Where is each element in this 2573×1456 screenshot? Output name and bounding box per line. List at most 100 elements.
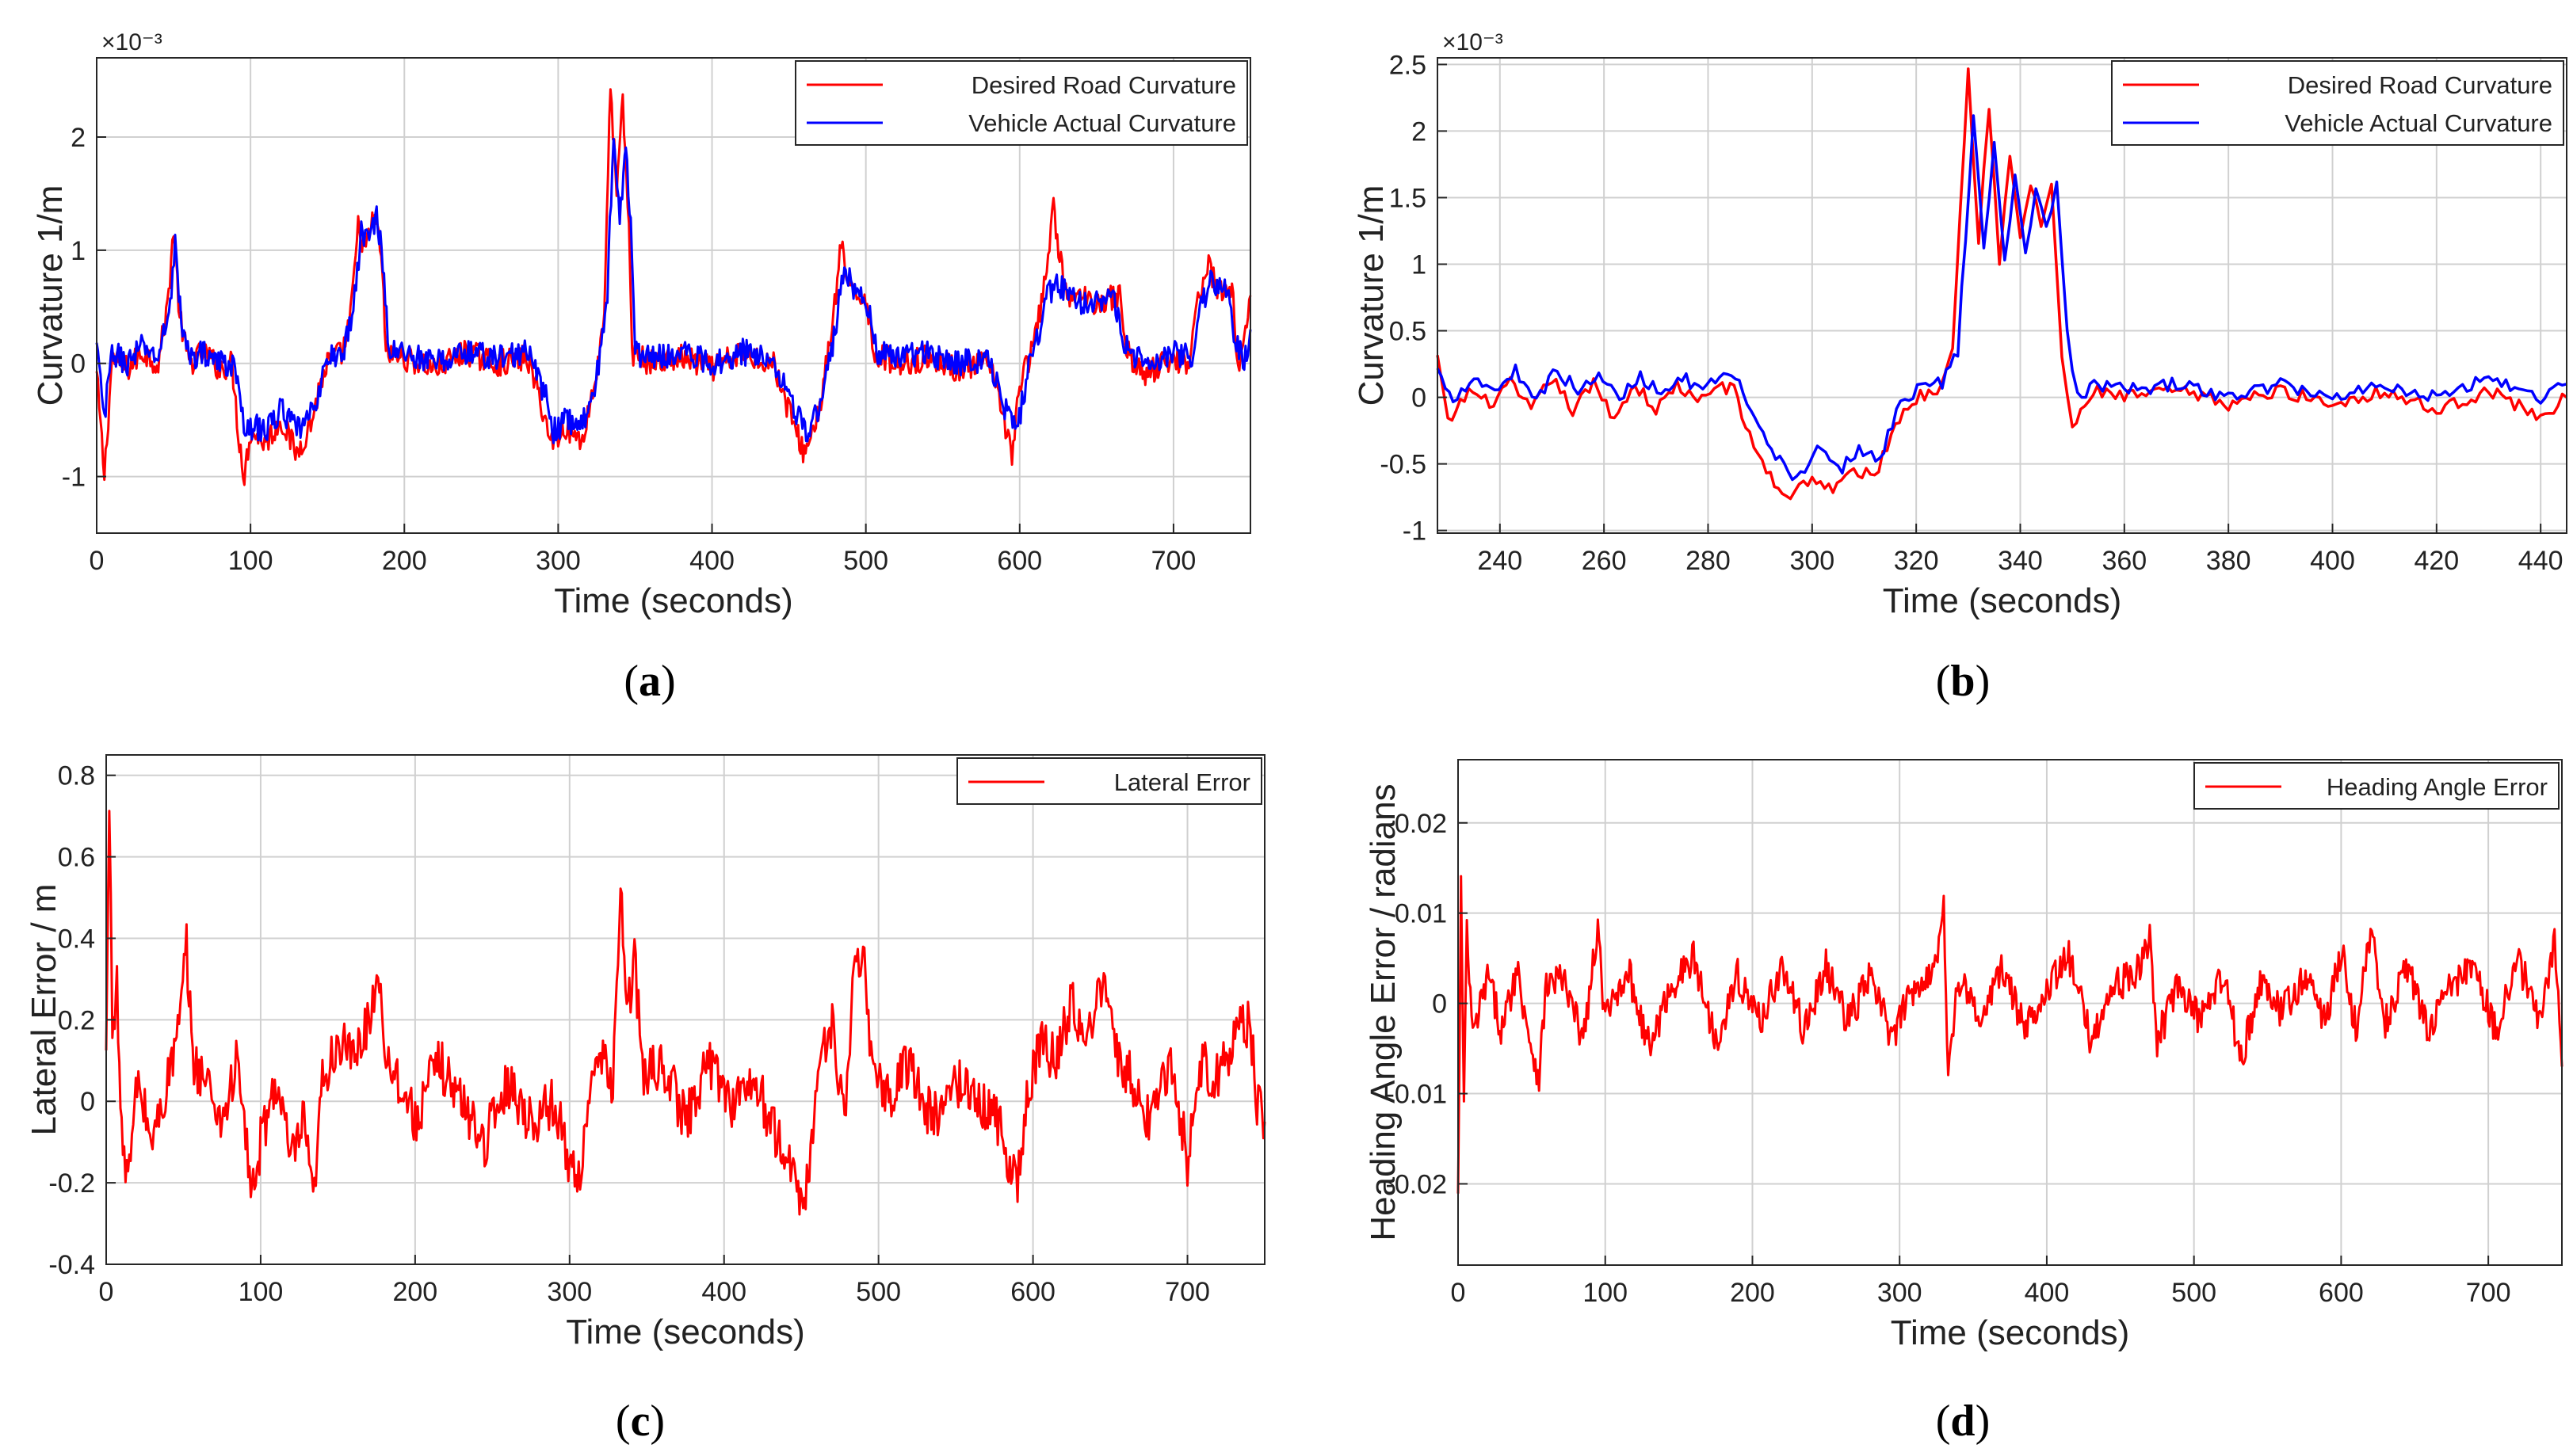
x-axis-label: Time (seconds) — [1891, 1313, 2130, 1352]
x-tick-label: 200 — [392, 1277, 437, 1307]
x-tick-label: 700 — [1151, 546, 1197, 576]
panel-caption: (a) — [624, 657, 675, 706]
x-tick-label: 300 — [536, 546, 581, 576]
x-tick-label: 400 — [689, 546, 735, 576]
x-tick-label: 400 — [2025, 1278, 2070, 1308]
axes-box — [1457, 759, 2563, 1266]
legend-entry: Lateral Error — [1114, 768, 1250, 796]
x-tick-label: 400 — [2310, 546, 2355, 576]
y-tick-label: -0.02 — [1386, 1169, 1448, 1199]
legend-entry: Vehicle Actual Curvature — [2285, 109, 2552, 137]
legend: Lateral Error — [956, 757, 1262, 805]
y-axis-label: Lateral Error / m — [25, 884, 63, 1136]
y-tick-label: 2.5 — [1389, 50, 1426, 80]
x-tick-label: 340 — [1998, 546, 2043, 576]
series-line-primary — [1436, 67, 2568, 501]
x-tick-label: 360 — [2102, 546, 2147, 576]
x-tick-label: 100 — [239, 1277, 284, 1307]
x-tick-label: 260 — [1582, 546, 1627, 576]
plot-area — [106, 755, 1265, 1264]
x-tick-label: 100 — [228, 546, 273, 576]
y-tick-label: 2 — [71, 123, 86, 153]
series-line-primary — [1456, 875, 2563, 1194]
legend-box — [795, 60, 1248, 146]
y-tick-label: 0.8 — [58, 761, 95, 791]
x-tick-label: 380 — [2206, 546, 2251, 576]
plot-area — [1458, 760, 2562, 1265]
legend: Desired Road Curvature Vehicle Actual Cur… — [795, 60, 1248, 146]
x-tick-label: 600 — [2319, 1278, 2364, 1308]
y-exponent-label: ×10⁻³ — [1442, 29, 1503, 55]
y-tick-label: 0.6 — [58, 843, 95, 873]
x-tick-label: 280 — [1685, 546, 1731, 576]
x-tick-label: 500 — [856, 1277, 901, 1307]
x-tick-label: 500 — [843, 546, 888, 576]
y-tick-label: 1 — [71, 236, 86, 266]
x-tick-label: 300 — [1877, 1278, 1922, 1308]
legend-entry: Desired Road Curvature — [972, 71, 1236, 99]
y-tick-label: -1 — [1403, 516, 1426, 547]
x-tick-label: 320 — [1894, 546, 1939, 576]
y-tick-label: 0.02 — [1395, 809, 1447, 839]
y-tick-label: -1 — [62, 463, 86, 493]
panel-caption: (d) — [1936, 1397, 1990, 1446]
y-tick-label: 0.01 — [1395, 899, 1447, 929]
chart-c: 0 100 200 300 400 500 600 700 -0.4 -0.2 0 0.2 0.4 0.6… — [25, 754, 1266, 1446]
y-axis-label: Heading Angle Error / radians — [1364, 783, 1403, 1241]
x-tick-label: 500 — [2171, 1278, 2216, 1308]
x-tick-label: 420 — [2414, 546, 2459, 576]
x-tick-label: 200 — [382, 546, 427, 576]
y-tick-label: 0.4 — [58, 924, 95, 954]
axes-box — [96, 57, 1251, 534]
y-tick-label: 1.5 — [1389, 183, 1426, 213]
x-tick-label: 200 — [1730, 1278, 1775, 1308]
legend: Heading Angle Error — [2193, 762, 2560, 810]
legend-entry: Heading Angle Error — [2327, 773, 2548, 801]
series-line-secondary — [95, 137, 1252, 444]
x-tick-label: 300 — [1789, 546, 1834, 576]
y-tick-label: -0.4 — [48, 1250, 95, 1280]
series-line-secondary — [1436, 114, 2567, 482]
chart-a: 0 100 200 300 400 500 600 700 -1 0 1 2 ×10⁻³ Time (se… — [31, 29, 1252, 706]
y-tick-label: 0 — [80, 1087, 95, 1117]
legend-entry: Vehicle Actual Curvature — [968, 109, 1236, 137]
chart-b: 240 260 280 300 320 340 360 380 400 420 440 -1 -0.5 0… — [1352, 29, 2568, 706]
legend-box — [2111, 60, 2564, 146]
y-exponent-label: ×10⁻³ — [101, 29, 162, 55]
y-tick-label: 0.2 — [58, 1005, 95, 1035]
x-tick-label: 0 — [99, 1277, 114, 1307]
y-axis-label: Curvature 1/m — [1352, 185, 1391, 406]
y-tick-label: -0.5 — [1380, 450, 1426, 480]
y-tick-label: 2 — [1411, 116, 1426, 147]
series-line-primary — [95, 88, 1252, 486]
x-tick-label: 300 — [547, 1277, 592, 1307]
panel-caption: (c) — [616, 1397, 665, 1446]
x-tick-label: 440 — [2518, 546, 2563, 576]
y-tick-label: -0.2 — [48, 1168, 95, 1199]
x-axis-label: Time (seconds) — [554, 581, 793, 620]
panel-caption: (b) — [1936, 657, 1990, 706]
x-axis-label: Time (seconds) — [566, 1313, 805, 1351]
axes-box — [1437, 57, 2567, 534]
axes-box — [105, 754, 1266, 1265]
y-tick-label: 0 — [71, 349, 86, 379]
x-tick-label: 400 — [701, 1277, 746, 1307]
x-tick-label: 700 — [1165, 1277, 1210, 1307]
series-line-primary — [105, 810, 1266, 1216]
y-axis-label: Curvature 1/m — [31, 185, 70, 406]
x-tick-label: 100 — [1582, 1278, 1628, 1308]
y-tick-label: 0 — [1411, 383, 1426, 414]
x-tick-label: 600 — [1010, 1277, 1056, 1307]
y-tick-label: 1 — [1411, 250, 1426, 280]
x-tick-label: 700 — [2466, 1278, 2511, 1308]
y-tick-label: 0.5 — [1389, 317, 1426, 347]
chart-d: 0 100 200 300 400 500 600 700 -0.02 -0.01 0 0.01 0.0… — [1364, 759, 2563, 1446]
x-axis-label: Time (seconds) — [1883, 581, 2122, 620]
legend: Desired Road Curvature Vehicle Actual Cur… — [2111, 60, 2564, 146]
x-tick-label: 240 — [1477, 546, 1522, 576]
y-tick-label: 0 — [1432, 989, 1447, 1020]
y-tick-label: -0.01 — [1386, 1080, 1448, 1110]
legend-entry: Desired Road Curvature — [2288, 71, 2552, 99]
x-tick-label: 600 — [997, 546, 1042, 576]
